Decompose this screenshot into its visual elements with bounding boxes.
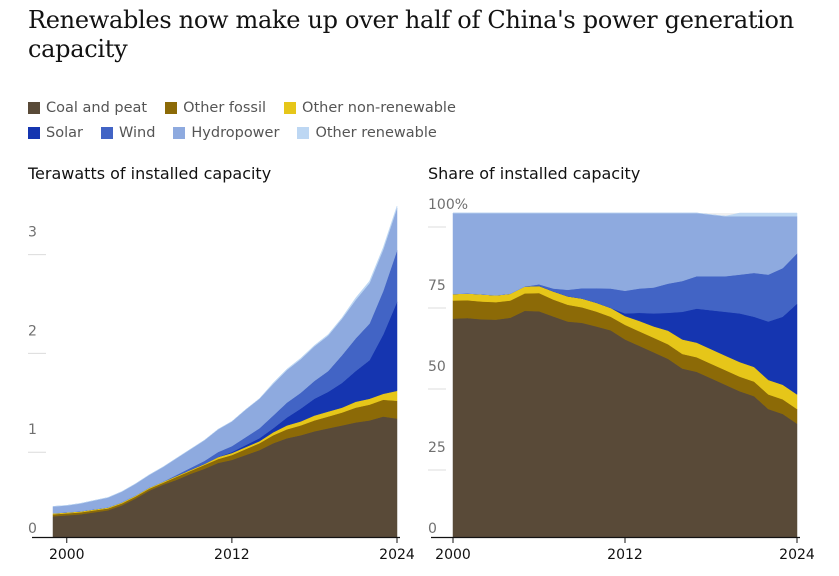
legend: Coal and peat Other fossil Other non-ren…: [28, 95, 828, 145]
legend-swatch: [284, 101, 297, 114]
legend-row: Coal and peat Other fossil Other non-ren…: [28, 95, 828, 120]
legend-label: Other non-renewable: [302, 99, 456, 116]
x-tick-label: 2012: [214, 547, 250, 563]
y-tick-label: 50: [428, 359, 446, 375]
legend-swatch: [28, 101, 40, 114]
x-tick-label: 2000: [435, 547, 471, 563]
legend-swatch: [28, 126, 40, 139]
y-tick-label: 0: [28, 521, 37, 537]
legend-item-other-non-renewable: Other non-renewable: [284, 100, 456, 116]
share-area-chart: 0 25 50 75 100% 2000 2012 2024: [428, 197, 815, 563]
legend-swatch: [173, 126, 186, 139]
legend-swatch: [165, 101, 178, 114]
capacity-area-chart: 0 1 2 3 2000 2012 2024: [28, 206, 415, 563]
legend-label: Other renewable: [315, 124, 437, 141]
x-tick-label: 2024: [379, 547, 415, 563]
chart-title: Renewables now make up over half of Chin…: [28, 6, 794, 63]
legend-label: Hydropower: [191, 124, 280, 141]
y-tick-label: 100%: [428, 197, 468, 213]
legend-label: Coal and peat: [46, 99, 148, 116]
x-tick-label: 2024: [779, 547, 815, 563]
legend-swatch: [297, 126, 310, 139]
panel-title-share: Share of installed capacity: [428, 164, 641, 183]
legend-item-other-renewable: Other renewable: [297, 124, 437, 141]
legend-item-coal: Coal and peat: [28, 100, 147, 116]
area-other-renewable: [52, 206, 398, 507]
legend-label: Wind: [118, 124, 156, 141]
legend-swatch: [100, 126, 113, 139]
y-tick-label: 3: [28, 225, 37, 241]
x-tick-label: 2000: [49, 547, 85, 563]
legend-item-hydropower: Hydropower: [173, 125, 279, 141]
y-tick-label: 2: [28, 323, 37, 339]
legend-item-wind: Wind: [100, 124, 156, 141]
legend-row: Solar Wind Hydropower Other renewable: [28, 120, 828, 145]
area-other-renewable: [453, 212, 798, 217]
y-tick-label: 0: [428, 521, 437, 537]
legend-item-solar: Solar: [28, 125, 83, 141]
x-tick-label: 2012: [607, 547, 643, 563]
y-tick-label: 1: [28, 422, 37, 438]
legend-item-other-fossil: Other fossil: [165, 100, 266, 116]
legend-label: Solar: [46, 124, 83, 141]
panel-title-terawatts: Terawatts of installed capacity: [28, 164, 272, 183]
legend-label: Other fossil: [183, 99, 267, 116]
y-tick-label: 25: [428, 440, 446, 456]
y-tick-label: 75: [428, 278, 446, 294]
